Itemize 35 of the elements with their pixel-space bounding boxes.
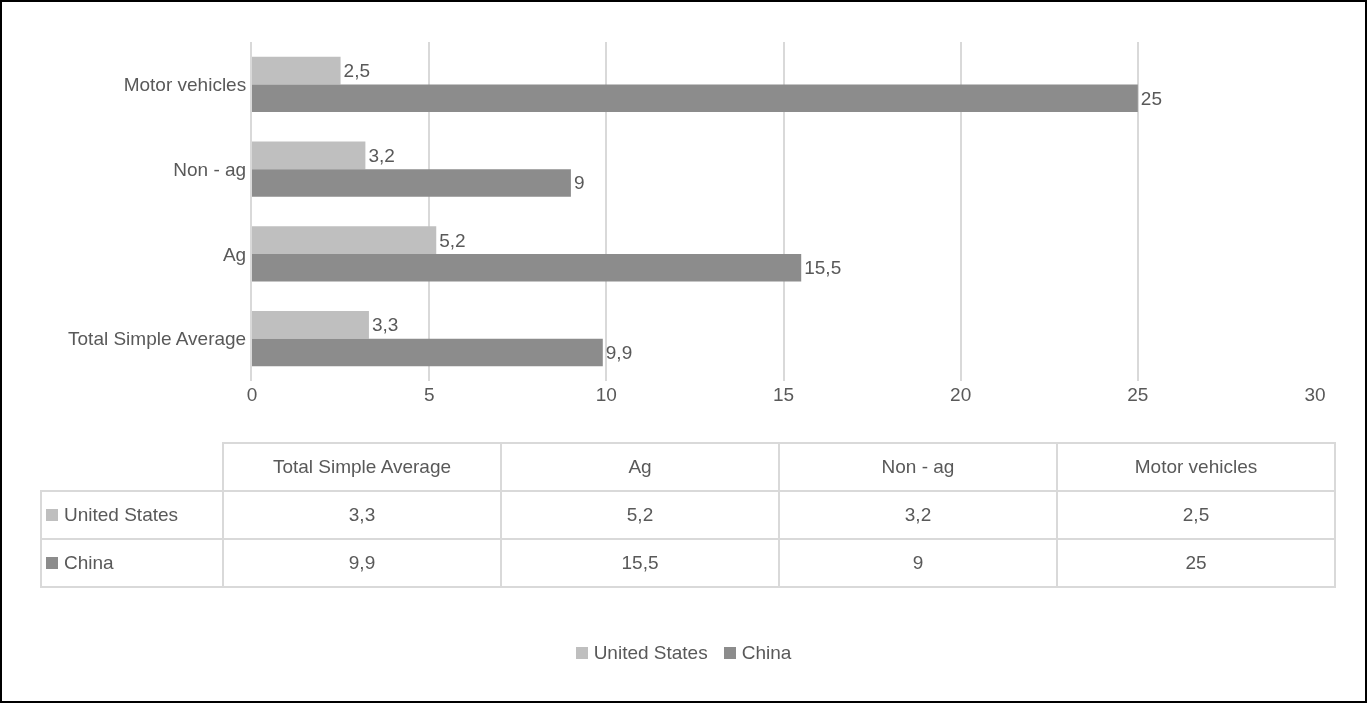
text: China xyxy=(741,642,792,663)
y-tick-label: Non - ag xyxy=(173,158,247,180)
data-label: 9,9 xyxy=(605,341,633,363)
category-label: Ag xyxy=(628,456,652,477)
category-label: Motor vehicles xyxy=(1134,456,1258,477)
x-tick-label: 30 xyxy=(1304,384,1326,405)
data-label: 2,5 xyxy=(343,60,370,82)
text: 3,2 xyxy=(904,504,932,525)
x-tick-label: 0 xyxy=(246,384,258,405)
text: 15,5 xyxy=(621,552,659,573)
data-label: 5,2 xyxy=(439,229,466,251)
x-tick-label: 5 xyxy=(423,384,435,405)
text: 2,5 xyxy=(1182,504,1210,525)
text: 9 xyxy=(912,552,924,573)
data-label: 3,3 xyxy=(371,314,399,336)
legend-label: China xyxy=(41,539,223,587)
x-tick-label: 10 xyxy=(595,384,617,405)
text: 9,9 xyxy=(348,552,376,573)
category-label: Non - ag xyxy=(881,456,955,477)
text: 25 xyxy=(1185,552,1207,573)
x-tick-label: 20 xyxy=(950,384,972,405)
data-label: 9 xyxy=(573,172,585,194)
legend-label: United States xyxy=(41,491,223,539)
category-label: Total Simple Average xyxy=(272,456,452,477)
y-tick-label: Ag xyxy=(222,243,247,265)
data-label: 25 xyxy=(1140,87,1162,109)
text: 5,2 xyxy=(626,504,654,525)
data-label: 15,5 xyxy=(804,257,842,279)
y-tick-label: Total Simple Average xyxy=(68,328,247,350)
x-tick-label: 15 xyxy=(772,384,795,405)
text: United States xyxy=(593,642,708,663)
y-tick-label: Motor vehicles xyxy=(123,74,247,96)
x-tick-label: 25 xyxy=(1127,384,1149,405)
data-label: 3,2 xyxy=(368,144,395,166)
text: 3,3 xyxy=(348,504,376,525)
